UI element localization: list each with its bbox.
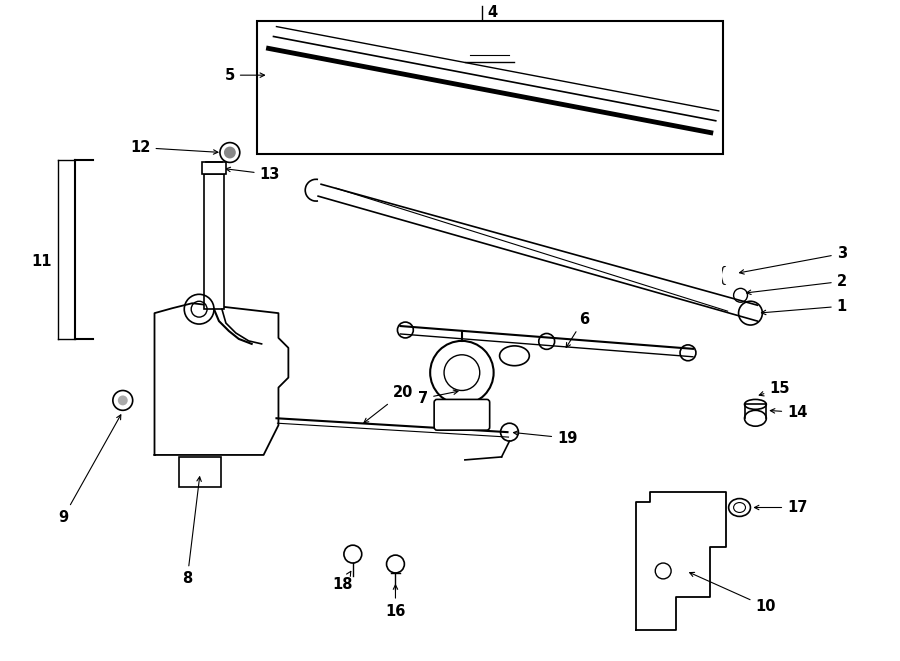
Text: 7: 7 bbox=[418, 390, 458, 406]
Text: 14: 14 bbox=[770, 405, 807, 420]
Circle shape bbox=[224, 147, 236, 159]
Wedge shape bbox=[723, 264, 746, 288]
Text: 16: 16 bbox=[385, 585, 406, 619]
Bar bbox=[179, 457, 220, 486]
FancyBboxPatch shape bbox=[434, 399, 490, 430]
Text: 1: 1 bbox=[761, 299, 847, 315]
Text: 12: 12 bbox=[130, 140, 218, 155]
Text: 5: 5 bbox=[225, 67, 265, 83]
Text: 19: 19 bbox=[514, 430, 578, 446]
Text: 8: 8 bbox=[182, 477, 202, 586]
Bar bbox=[202, 163, 226, 175]
Text: 13: 13 bbox=[226, 167, 280, 182]
Text: 15: 15 bbox=[760, 381, 790, 396]
Bar bbox=[204, 175, 224, 309]
Text: 2: 2 bbox=[746, 274, 847, 295]
FancyBboxPatch shape bbox=[723, 266, 739, 284]
Text: 20: 20 bbox=[364, 385, 413, 423]
Bar bbox=[256, 20, 723, 155]
Circle shape bbox=[118, 395, 128, 405]
Text: 10: 10 bbox=[689, 572, 776, 614]
Text: 4: 4 bbox=[488, 5, 498, 20]
Text: 11: 11 bbox=[32, 254, 51, 269]
Text: 17: 17 bbox=[754, 500, 807, 515]
Text: 3: 3 bbox=[740, 246, 847, 274]
Text: 6: 6 bbox=[566, 311, 589, 348]
Text: 18: 18 bbox=[333, 571, 353, 592]
Text: 9: 9 bbox=[58, 415, 121, 525]
